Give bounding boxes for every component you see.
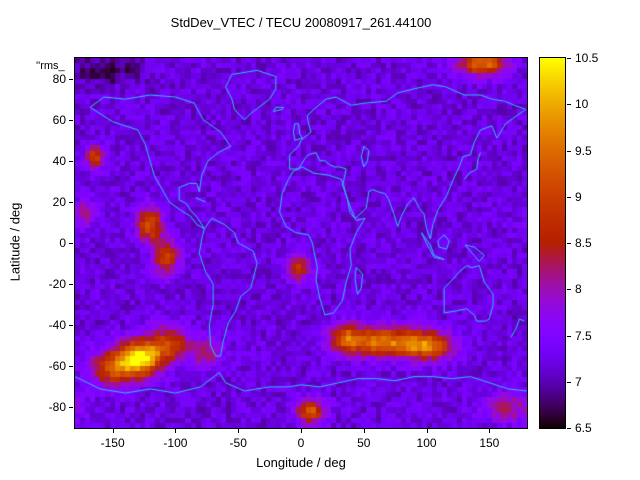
heatmap-canvas bbox=[75, 58, 527, 428]
colorbar-tick-mark bbox=[567, 197, 571, 198]
colorbar-tick-label: 9.5 bbox=[575, 143, 592, 158]
y-tick-mark bbox=[69, 284, 73, 285]
y-tick-mark bbox=[69, 161, 73, 162]
colorbar-tick-label: 8 bbox=[575, 282, 582, 297]
y-tick-mark bbox=[69, 407, 73, 408]
x-tick-label: 150 bbox=[479, 436, 500, 450]
y-tick-label: 80 bbox=[52, 71, 66, 86]
y-axis-label: Latitude / deg bbox=[7, 202, 23, 282]
x-tick-label: -50 bbox=[229, 436, 247, 450]
x-tick-mark bbox=[427, 429, 428, 433]
x-tick-mark bbox=[113, 429, 114, 433]
x-tick-label: 50 bbox=[357, 436, 371, 450]
colorbar-gradient bbox=[540, 58, 565, 428]
y-tick-mark bbox=[69, 366, 73, 367]
y-tick-label: -40 bbox=[48, 318, 66, 333]
colorbar-tick-mark bbox=[567, 151, 571, 152]
colorbar bbox=[539, 57, 566, 429]
colorbar-tick-label: 10.5 bbox=[575, 51, 599, 65]
x-tick-mark bbox=[301, 429, 302, 433]
x-tick-mark bbox=[238, 429, 239, 433]
y-tick-label: 20 bbox=[52, 194, 66, 209]
colorbar-tick-mark bbox=[567, 243, 571, 244]
colorbar-tick-mark bbox=[567, 336, 571, 337]
chart-title: StdDev_VTEC / TECU 20080917_261.44100 bbox=[170, 15, 432, 30]
x-tick-mark bbox=[364, 429, 365, 433]
y-tick-mark bbox=[69, 79, 73, 80]
x-tick-label: -100 bbox=[163, 436, 188, 450]
y-tick-label: -60 bbox=[48, 359, 66, 374]
x-tick-mark bbox=[489, 429, 490, 433]
x-tick-label: 100 bbox=[416, 436, 437, 450]
colorbar-tick-label: 8.5 bbox=[575, 236, 592, 250]
y-tick-label: 60 bbox=[52, 112, 66, 127]
y-tick-label: 0 bbox=[59, 236, 66, 250]
colorbar-tick-label: 10 bbox=[575, 97, 589, 112]
colorbar-tick-label: 7.5 bbox=[575, 328, 592, 343]
plot-area bbox=[74, 57, 528, 429]
x-tick-label: 0 bbox=[297, 436, 305, 450]
x-axis-label: Longitude / deg bbox=[256, 455, 346, 470]
colorbar-tick-mark bbox=[567, 58, 571, 59]
colorbar-tick-mark bbox=[567, 104, 571, 105]
colorbar-tick-mark bbox=[567, 382, 571, 383]
y-tick-mark bbox=[69, 243, 73, 244]
y-tick-mark bbox=[69, 202, 73, 203]
y-tick-label: 40 bbox=[52, 153, 66, 168]
colorbar-tick-label: 7 bbox=[575, 374, 582, 389]
y-tick-mark bbox=[69, 325, 73, 326]
y-tick-label: -80 bbox=[48, 400, 66, 415]
y-tick-mark bbox=[69, 120, 73, 121]
colorbar-tick-mark bbox=[567, 428, 571, 429]
y-tick-label: -20 bbox=[48, 277, 66, 292]
colorbar-tick-mark bbox=[567, 289, 571, 290]
key-label: ''rms_ bbox=[36, 60, 65, 72]
x-tick-label: -150 bbox=[100, 436, 125, 450]
x-tick-mark bbox=[175, 429, 176, 433]
colorbar-tick-label: 9 bbox=[575, 189, 582, 204]
colorbar-tick-label: 6.5 bbox=[575, 421, 592, 435]
